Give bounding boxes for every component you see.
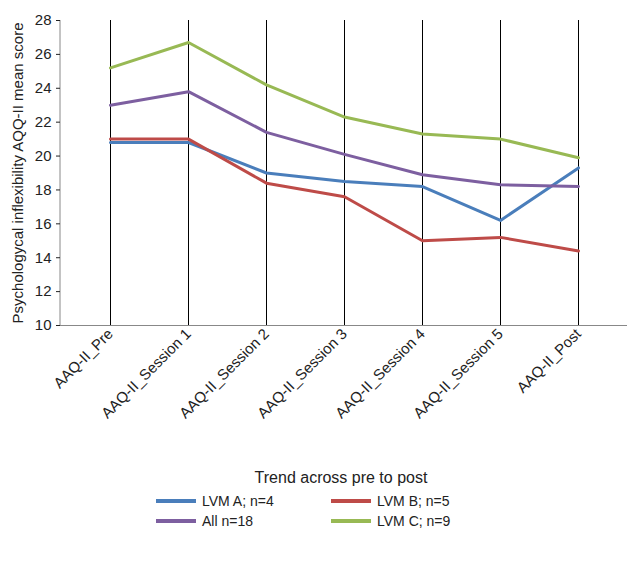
svg-text:16: 16 — [35, 215, 52, 232]
svg-text:20: 20 — [35, 147, 52, 164]
svg-text:AAQ-II_Session 4: AAQ-II_Session 4 — [331, 325, 428, 422]
svg-text:Psychologycal inflexibility AQ: Psychologycal inflexibility AQQ-II mean … — [9, 23, 26, 324]
svg-text:14: 14 — [35, 249, 52, 266]
svg-text:AAQ-II_Session 3: AAQ-II_Session 3 — [253, 325, 350, 422]
html-text:LVM B; n=5: LVM B; n=5 — [377, 493, 450, 509]
svg-text:26: 26 — [35, 45, 52, 62]
svg-text:18: 18 — [35, 181, 52, 198]
svg-text:AAQ-II_Post: AAQ-II_Post — [513, 324, 585, 396]
html-text:LVM A; n=4: LVM A; n=4 — [202, 493, 274, 509]
svg-text:10: 10 — [35, 316, 52, 333]
svg-text:28: 28 — [35, 11, 52, 28]
svg-text:AAQ-II_Session 5: AAQ-II_Session 5 — [410, 325, 506, 421]
svg-text:24: 24 — [35, 79, 52, 96]
svg-text:22: 22 — [35, 113, 52, 130]
html-text:Trend across pre to post: Trend across pre to post — [254, 469, 428, 486]
svg-text:12: 12 — [35, 282, 52, 299]
html-text:All n=18: All n=18 — [202, 513, 253, 529]
html-text:LVM C; n=9: LVM C; n=9 — [377, 513, 451, 529]
svg-text:AAQ-II_Pre: AAQ-II_Pre — [50, 325, 116, 391]
svg-text:AAQ-II_Session 2: AAQ-II_Session 2 — [175, 325, 272, 422]
svg-text:AAQ-II_Session 1: AAQ-II_Session 1 — [97, 325, 194, 422]
